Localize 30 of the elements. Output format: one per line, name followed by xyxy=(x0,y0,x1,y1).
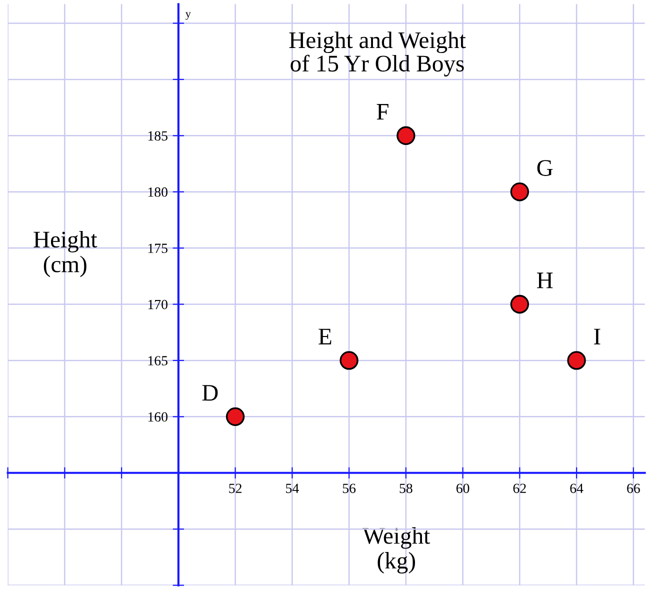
x-tick-label: 54 xyxy=(286,484,299,494)
y-tick-label: 185 xyxy=(148,131,168,141)
annotation: I xyxy=(594,328,600,344)
x-tick-label: 62 xyxy=(513,484,526,494)
point xyxy=(340,351,358,370)
x-tick-label: 52 xyxy=(229,484,242,494)
point xyxy=(226,407,245,426)
y-tick-label: 175 xyxy=(148,244,168,254)
x-tick-label: 58 xyxy=(400,484,412,494)
annotation: G xyxy=(537,160,553,176)
y-tick-label: 180 xyxy=(148,187,168,197)
point xyxy=(510,182,530,202)
annotation: y xyxy=(186,12,191,20)
point xyxy=(567,351,586,370)
y-tick-label: 170 xyxy=(148,300,168,310)
annotation: E xyxy=(318,328,332,344)
y-tick-label: 165 xyxy=(148,356,168,366)
x-tick-label: 64 xyxy=(570,484,584,494)
x-tick-label: 60 xyxy=(456,484,470,494)
annotation: F xyxy=(376,104,388,120)
point xyxy=(396,126,416,145)
x-tick-label: 56 xyxy=(342,484,356,494)
y-tick-label: 160 xyxy=(148,412,168,422)
x-tick-label: 66 xyxy=(627,484,640,494)
text: Height and Weight of 15 Yr Old Boys xyxy=(289,32,466,76)
annotation: D xyxy=(202,385,218,401)
x-axis-title: Weight (kg) xyxy=(362,527,430,574)
point xyxy=(510,294,530,314)
annotation: H xyxy=(537,272,553,288)
y-axis-title: Height (cm) xyxy=(34,230,98,278)
